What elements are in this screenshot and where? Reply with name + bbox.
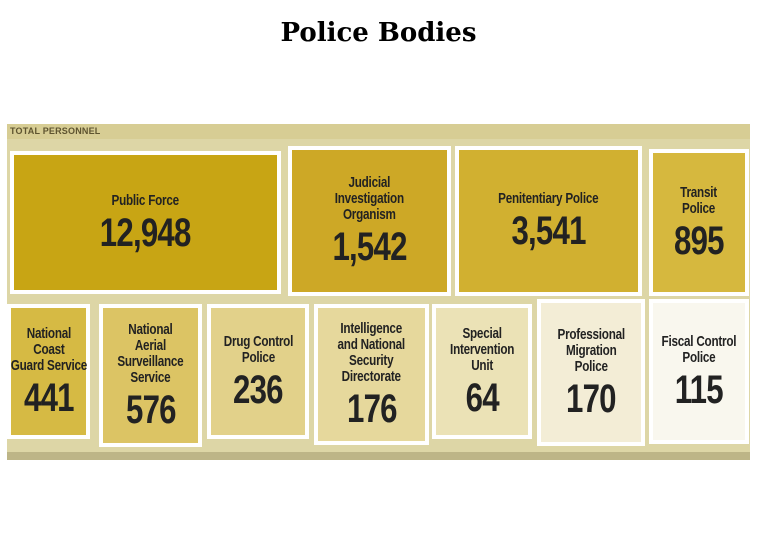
cell-label: Fiscal Control Police bbox=[661, 332, 737, 366]
cell-label: Transit Police bbox=[680, 183, 718, 217]
treemap-cell: Penitentiary Police 3,541 bbox=[455, 146, 642, 296]
cell-value: 12,948 bbox=[100, 210, 192, 255]
cell-value: 576 bbox=[125, 387, 177, 432]
treemap-cell: Fiscal Control Police 115 bbox=[649, 299, 749, 444]
treemap-cell: National Aerial Surveillance Service 576 bbox=[99, 304, 202, 447]
cell-value: 170 bbox=[566, 376, 617, 421]
cell-value: 441 bbox=[23, 375, 75, 420]
cell-label: National Coast Guard Service bbox=[10, 324, 87, 374]
treemap-cell: National Coast Guard Service 441 bbox=[7, 304, 90, 439]
cell-value: 236 bbox=[233, 367, 284, 412]
cell-value: 115 bbox=[675, 367, 724, 412]
cell-label: Special Intervention Unit bbox=[449, 324, 515, 374]
cell-label: Penitentiary Police bbox=[498, 190, 599, 207]
section-header: TOTAL PERSONNEL bbox=[7, 124, 750, 139]
treemap-cell: Judicial Investigation Organism 1,542 bbox=[288, 146, 451, 296]
section-label: TOTAL PERSONNEL bbox=[10, 126, 101, 136]
cell-label: Judicial Investigation Organism bbox=[334, 174, 405, 223]
cell-value: 3,541 bbox=[511, 209, 586, 253]
cell-value: 176 bbox=[346, 386, 398, 431]
cell-label: Drug Control Police bbox=[223, 332, 293, 366]
cell-value: 64 bbox=[465, 375, 499, 420]
treemap-cell: Special Intervention Unit 64 bbox=[432, 304, 532, 439]
cell-label: Public Force bbox=[111, 191, 180, 209]
cell-label: National Aerial Surveillance Service bbox=[117, 320, 184, 386]
treemap-cell: Public Force 12,948 bbox=[10, 151, 281, 294]
chart-title: Police Bodies bbox=[280, 18, 477, 48]
cell-label: Professional Migration Police bbox=[557, 325, 625, 375]
panel-bottom-strip bbox=[7, 452, 750, 460]
cell-label: Intelligence and National Security Director… bbox=[337, 319, 406, 385]
treemap-cell: Drug Control Police 236 bbox=[207, 304, 309, 439]
treemap-cell: Intelligence and National Security Director… bbox=[314, 304, 429, 445]
treemap-cell: Transit Police 895 bbox=[649, 149, 749, 296]
treemap-cell: Professional Migration Police 170 bbox=[537, 299, 645, 446]
cell-value: 895 bbox=[674, 218, 725, 263]
cell-value: 1,542 bbox=[332, 225, 407, 269]
treemap-panel: TOTAL PERSONNEL Public Force 12,948 Judici… bbox=[7, 124, 750, 460]
